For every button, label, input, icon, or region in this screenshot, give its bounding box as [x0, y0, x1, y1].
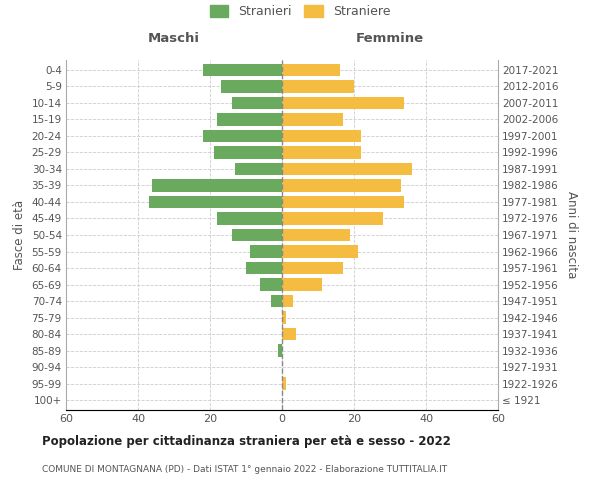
Bar	[152, 180, 282, 192]
Bar	[217, 113, 282, 126]
Bar	[282, 113, 343, 126]
Bar	[260, 278, 282, 290]
Bar	[232, 96, 282, 109]
Bar	[282, 295, 293, 307]
Bar	[271, 295, 282, 307]
Bar	[217, 212, 282, 224]
Bar	[232, 229, 282, 241]
Bar	[282, 262, 343, 274]
Text: Maschi: Maschi	[148, 32, 200, 45]
Bar	[203, 64, 282, 76]
Legend: Stranieri, Straniere: Stranieri, Straniere	[206, 2, 394, 22]
Bar	[282, 96, 404, 109]
Text: Femmine: Femmine	[356, 32, 424, 45]
Bar	[250, 246, 282, 258]
Bar	[282, 246, 358, 258]
Bar	[221, 80, 282, 92]
Text: COMUNE DI MONTAGNANA (PD) - Dati ISTAT 1° gennaio 2022 - Elaborazione TUTTITALIA: COMUNE DI MONTAGNANA (PD) - Dati ISTAT 1…	[42, 465, 447, 474]
Bar	[282, 163, 412, 175]
Bar	[214, 146, 282, 158]
Bar	[282, 196, 404, 208]
Bar	[235, 163, 282, 175]
Bar	[149, 196, 282, 208]
Text: Popolazione per cittadinanza straniera per età e sesso - 2022: Popolazione per cittadinanza straniera p…	[42, 435, 451, 448]
Bar	[282, 64, 340, 76]
Bar	[282, 328, 296, 340]
Y-axis label: Anni di nascita: Anni di nascita	[565, 192, 578, 278]
Bar	[282, 130, 361, 142]
Bar	[246, 262, 282, 274]
Bar	[282, 229, 350, 241]
Y-axis label: Fasce di età: Fasce di età	[13, 200, 26, 270]
Bar	[282, 80, 354, 92]
Bar	[282, 180, 401, 192]
Bar	[282, 212, 383, 224]
Bar	[282, 146, 361, 158]
Bar	[203, 130, 282, 142]
Bar	[282, 378, 286, 390]
Bar	[278, 344, 282, 357]
Bar	[282, 312, 286, 324]
Bar	[282, 278, 322, 290]
